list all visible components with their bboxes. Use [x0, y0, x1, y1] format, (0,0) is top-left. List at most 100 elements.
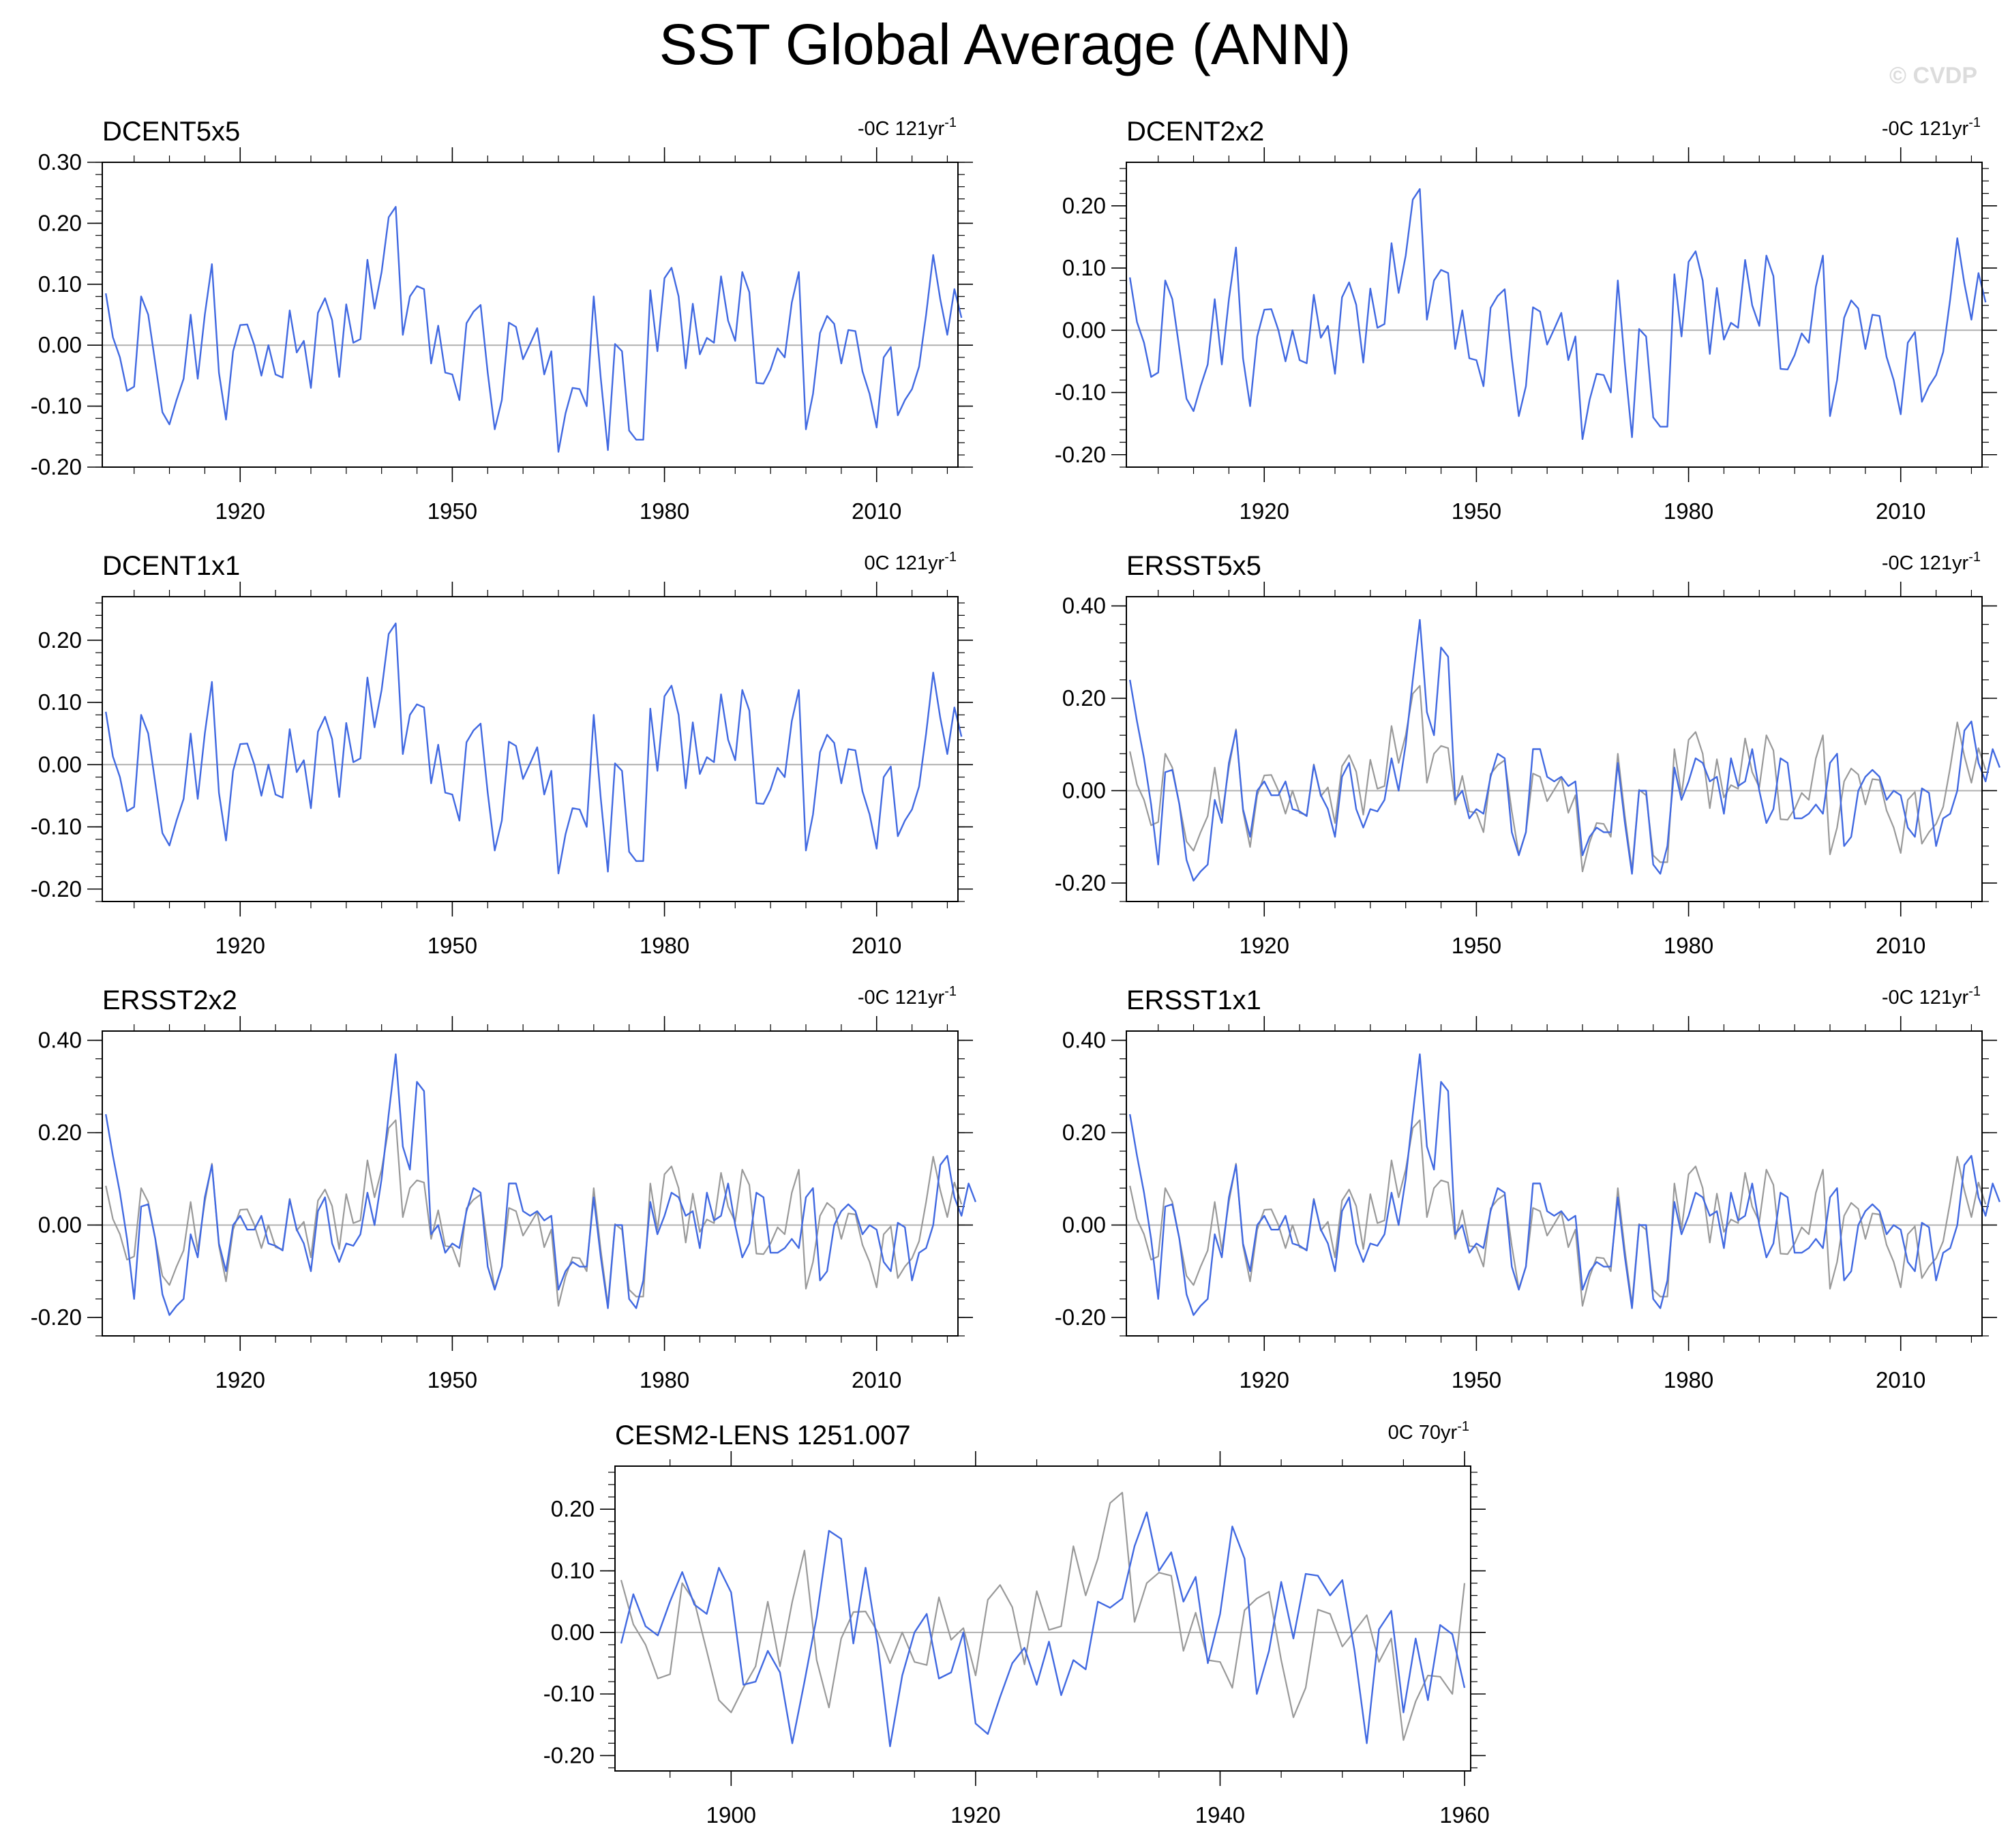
cvdp-watermark: © CVDP — [1889, 63, 1977, 89]
y-tick-label: 0.20 — [38, 627, 82, 653]
y-tick-label: 0.30 — [38, 149, 82, 175]
plot-frame — [1126, 596, 1983, 902]
panel-title: DCENT5x5 — [102, 117, 240, 147]
trend-label: -0C 121yr-1 — [858, 984, 957, 1009]
y-tick-label: 0.10 — [1062, 255, 1106, 280]
y-tick-label: 0.00 — [38, 751, 82, 777]
chart-panel-1: DCENT5x5 -0C 121yr-1 -0.20 -0.10 0.00 0.10 0.2… — [31, 115, 973, 524]
x-tick-label: 1920 — [215, 933, 265, 958]
trend-label: 0C 70yr-1 — [1388, 1419, 1469, 1444]
model-series-line — [1129, 619, 2001, 882]
y-tick-label: -0.20 — [1055, 1305, 1106, 1330]
panel-title: DCENT2x2 — [1126, 117, 1264, 147]
x-tick-label: 1980 — [1664, 498, 1713, 524]
model-series-line — [105, 1053, 977, 1316]
y-tick-label: 0.00 — [38, 1212, 82, 1237]
y-tick-label: -0.10 — [31, 814, 82, 839]
y-tick-label: -0.10 — [31, 393, 82, 419]
plot-frame — [1126, 162, 1983, 468]
x-tick-label: 1940 — [1195, 1802, 1245, 1828]
x-tick-label: 2010 — [852, 933, 901, 958]
x-tick-label: 1920 — [215, 498, 265, 524]
panel-title: CESM2-LENS 1251.007 — [615, 1420, 911, 1450]
chart-panel-5: ERSST2x2 -0C 121yr-1 -0.20 0.00 0.20 0.40 1920… — [31, 984, 977, 1392]
y-tick-label: 0.00 — [551, 1620, 595, 1645]
x-tick-label: 1980 — [640, 933, 689, 958]
reference-series-line — [1129, 1119, 1987, 1307]
plot-frame — [102, 162, 959, 468]
x-tick-label: 1980 — [1664, 1367, 1713, 1392]
x-tick-label: 2010 — [1876, 498, 1925, 524]
trend-label: -0C 121yr-1 — [858, 115, 957, 140]
y-tick-label: -0.20 — [1055, 870, 1106, 895]
page-title: SST Global Average (ANN) — [659, 12, 1351, 76]
panel-title: ERSST2x2 — [102, 985, 237, 1015]
model-series-line — [1129, 1053, 2001, 1316]
y-tick-label: 0.20 — [38, 210, 82, 235]
y-tick-label: 0.40 — [1062, 593, 1106, 619]
y-tick-label: -0.20 — [31, 1305, 82, 1330]
x-tick-label: 2010 — [852, 498, 901, 524]
plot-frame — [1126, 1030, 1983, 1337]
y-tick-label: 0.20 — [551, 1496, 595, 1521]
trend-label: -0C 121yr-1 — [1882, 984, 1981, 1009]
y-tick-label: -0.10 — [543, 1681, 595, 1706]
plot-frame — [614, 1465, 1471, 1772]
chart-panel-7: CESM2-LENS 1251.007 0C 70yr-1 -0.20 -0.10 0.… — [543, 1419, 1490, 1828]
model-series-line — [1129, 188, 1987, 441]
trend-label: -0C 121yr-1 — [1882, 115, 1981, 140]
x-tick-label: 1960 — [1439, 1802, 1489, 1828]
x-tick-label: 1980 — [640, 1367, 689, 1392]
trend-label: -0C 121yr-1 — [1882, 550, 1981, 574]
x-tick-label: 1920 — [1240, 1367, 1289, 1392]
x-tick-label: 2010 — [1876, 933, 1925, 958]
y-tick-label: 0.10 — [38, 271, 82, 297]
x-tick-label: 1950 — [1452, 1367, 1501, 1392]
y-tick-label: 0.00 — [1062, 317, 1106, 342]
x-tick-label: 2010 — [852, 1367, 901, 1392]
x-tick-label: 1950 — [427, 933, 477, 958]
x-tick-label: 1950 — [427, 498, 477, 524]
y-tick-label: 0.00 — [1062, 777, 1106, 803]
chart-panel-6: ERSST1x1 -0C 121yr-1 -0.20 0.00 0.20 0.40 1920… — [1055, 984, 2001, 1392]
reference-series-line — [620, 1491, 1466, 1741]
y-tick-label: 0.40 — [1062, 1028, 1106, 1053]
y-tick-label: 0.00 — [38, 332, 82, 357]
panel-title: ERSST5x5 — [1126, 551, 1261, 581]
y-tick-label: 0.20 — [1062, 685, 1106, 711]
y-tick-label: -0.20 — [31, 454, 82, 479]
y-tick-label: 0.00 — [1062, 1212, 1106, 1237]
x-tick-label: 1920 — [215, 1367, 265, 1392]
x-tick-label: 1980 — [1664, 933, 1713, 958]
x-tick-label: 1980 — [640, 498, 689, 524]
chart-panel-2: DCENT2x2 -0C 121yr-1 -0.20 -0.10 0.00 0.10 0.2… — [1055, 115, 1997, 524]
x-tick-label: 1920 — [1240, 498, 1289, 524]
model-series-line — [105, 623, 963, 875]
reference-series-line — [1129, 685, 1987, 873]
y-tick-label: -0.20 — [31, 876, 82, 901]
x-tick-label: 1950 — [427, 1367, 477, 1392]
y-tick-label: 0.10 — [551, 1558, 595, 1583]
y-tick-label: -0.10 — [1055, 380, 1106, 405]
y-tick-label: -0.20 — [543, 1742, 595, 1768]
y-tick-label: -0.20 — [1055, 442, 1106, 467]
x-tick-label: 1900 — [706, 1802, 756, 1828]
y-tick-label: 0.40 — [38, 1028, 82, 1053]
panel-title: ERSST1x1 — [1126, 985, 1261, 1015]
y-tick-label: 0.20 — [1062, 1120, 1106, 1145]
trend-label: 0C 121yr-1 — [865, 550, 957, 574]
reference-series-line — [105, 1119, 963, 1307]
y-tick-label: 0.20 — [1062, 193, 1106, 218]
x-tick-label: 2010 — [1876, 1367, 1925, 1392]
x-tick-label: 1950 — [1452, 498, 1501, 524]
chart-panel-4: ERSST5x5 -0C 121yr-1 -0.20 0.00 0.20 0.40 1920… — [1055, 550, 2001, 958]
x-tick-label: 1950 — [1452, 933, 1501, 958]
model-series-line — [620, 1511, 1466, 1748]
x-tick-label: 1920 — [1240, 933, 1289, 958]
panel-title: DCENT1x1 — [102, 551, 240, 581]
plot-frame — [102, 596, 959, 902]
x-tick-label: 1920 — [950, 1802, 1000, 1828]
y-tick-label: 0.10 — [38, 689, 82, 715]
chart-panel-3: DCENT1x1 0C 121yr-1 -0.20 -0.10 0.00 0.10 0.20… — [31, 550, 973, 958]
